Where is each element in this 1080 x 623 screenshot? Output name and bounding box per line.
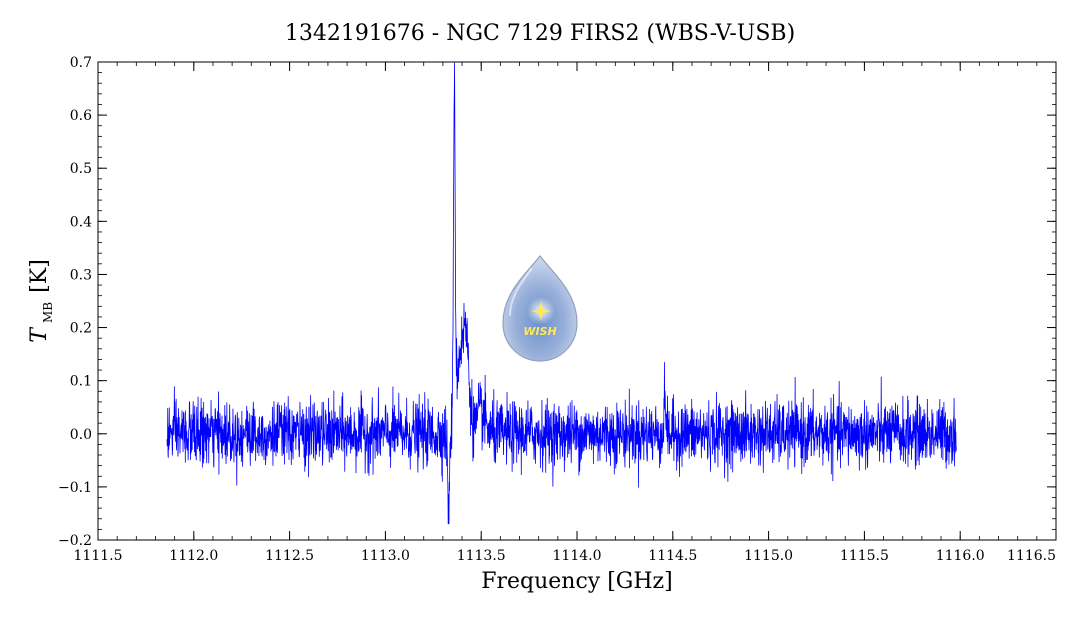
plot-frame bbox=[97, 61, 1057, 541]
x-tick-label: 1112.5 bbox=[265, 548, 314, 564]
x-tick-label: 1114.0 bbox=[553, 548, 602, 564]
y-axis-label-sub: MB bbox=[41, 302, 55, 323]
y-axis-label: T MB [K] bbox=[27, 259, 56, 343]
x-tick-label: 1116.0 bbox=[936, 548, 985, 564]
y-tick-label: 0.7 bbox=[70, 55, 92, 71]
y-tick-label: 0.5 bbox=[70, 161, 92, 177]
x-tick-label: 1115.0 bbox=[744, 548, 793, 564]
y-tick-label: −0.2 bbox=[58, 533, 92, 549]
chart-title: 1342191676 - NGC 7129 FIRS2 (WBS-V-USB) bbox=[285, 21, 795, 46]
series-spectrum-line bbox=[166, 62, 957, 525]
wish-logo-star-icon bbox=[531, 301, 551, 321]
y-tick-labels: −0.2 −0.1 0.0 0.1 0.2 0.3 0.4 0.5 0.6 0.7 bbox=[58, 55, 92, 549]
y-tick-label: 0.2 bbox=[70, 321, 92, 337]
y-tick-label: 0.1 bbox=[70, 374, 92, 390]
x-tick-label: 1113.5 bbox=[457, 548, 506, 564]
y-tick-label: 0.0 bbox=[70, 427, 92, 443]
x-axis-label: Frequency [GHz] bbox=[481, 569, 673, 594]
x-tick-label: 1112.0 bbox=[169, 548, 218, 564]
x-tick-label: 1111.5 bbox=[74, 548, 123, 564]
x-tick-label: 1116.5 bbox=[1007, 548, 1056, 564]
wish-logo-text: WISH bbox=[523, 325, 556, 338]
y-axis-label-main: T bbox=[27, 326, 52, 343]
minor-ticks bbox=[97, 61, 1057, 541]
y-tick-label: 0.4 bbox=[70, 214, 92, 230]
x-tick-label: 1115.5 bbox=[840, 548, 889, 564]
y-axis-label-unit: [K] bbox=[27, 259, 52, 293]
x-tick-label: 1114.5 bbox=[648, 548, 697, 564]
y-tick-label: 0.6 bbox=[70, 108, 92, 124]
x-tick-label: 1113.0 bbox=[361, 548, 410, 564]
wish-logo: WISH bbox=[502, 255, 578, 362]
y-tick-label: −0.1 bbox=[58, 480, 92, 496]
y-tick-label: 0.3 bbox=[70, 267, 92, 283]
x-tick-labels: 1111.5 1112.0 1112.5 1113.0 1113.5 1114.0 1114… bbox=[74, 548, 1057, 564]
major-ticks bbox=[97, 61, 1057, 541]
